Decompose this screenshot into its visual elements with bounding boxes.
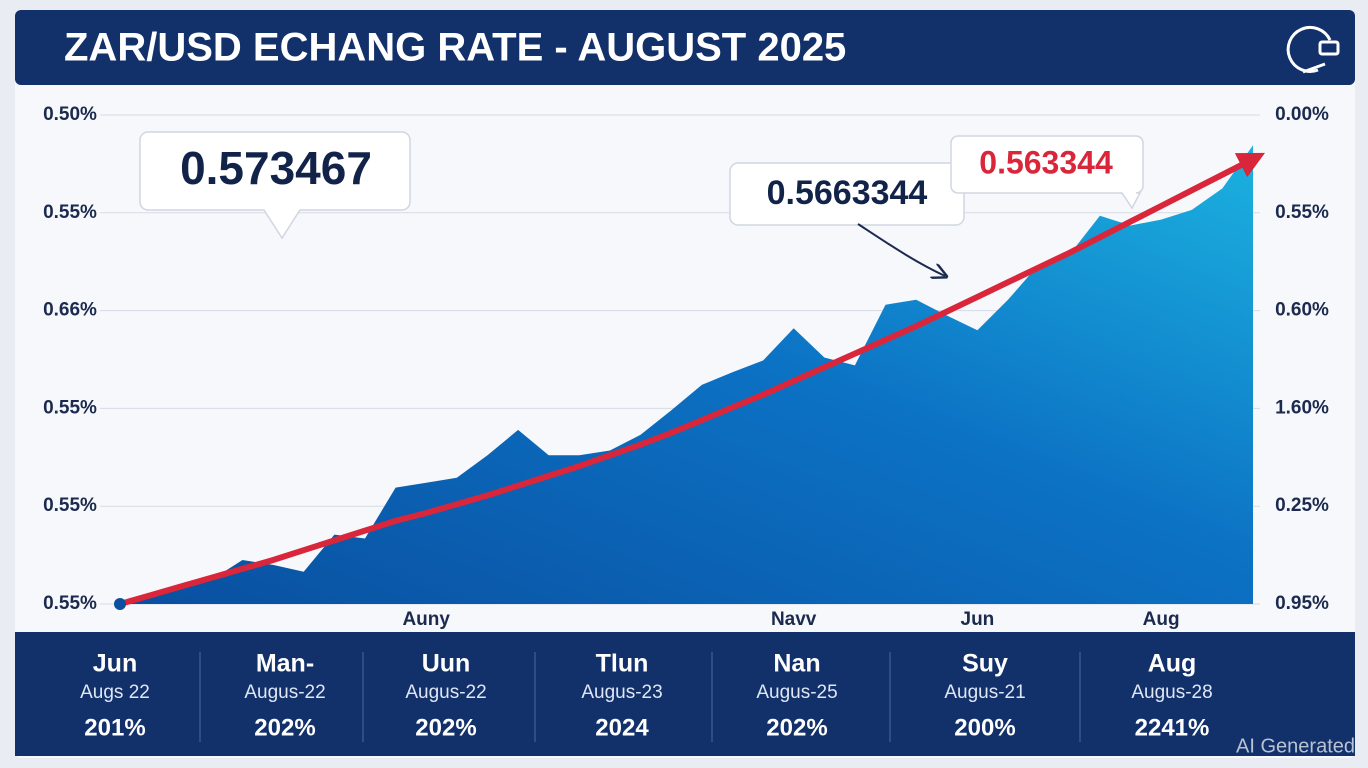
summary-month: Suy [962,650,1008,678]
y2-tick-label: 0.25% [1275,495,1329,516]
x-tick-label: Aug [1143,609,1180,630]
summary-value: 201% [84,714,145,741]
annotation: 0.563344 [979,144,1113,180]
summary-date: Augus-23 [581,682,662,703]
trend-line [117,152,1266,607]
y2-tick-label: 0.00% [1275,104,1329,125]
callout: 0.573467 [139,131,411,240]
summary-value: 202% [766,714,827,741]
watermark: AI Generated [1236,735,1355,757]
y-tick-label: 0.66% [43,300,97,321]
summary-date: Augus-22 [405,682,486,703]
summary-value: 2024 [595,714,649,741]
summary-date: Augus-21 [944,682,1025,703]
header-icon [1286,26,1340,74]
y-tick-label: 0.55% [43,495,97,516]
summary-strip [15,632,1355,756]
summary-date: Augus-22 [244,682,325,703]
x-tick-label: Auny [402,609,450,630]
area-fill [120,145,1253,605]
y2-tick-label: 1.60% [1275,397,1329,418]
y2-tick-label: 0.95% [1275,593,1329,614]
annotation: 0.573467 [180,142,372,194]
summary-value: 202% [254,714,315,741]
summary-date: Augs 22 [80,682,150,703]
summary-month: Uun [422,650,471,678]
x-tick-label: Navv [771,609,817,630]
summary-date: Augus-28 [1131,682,1212,703]
y-tick-label: 0.55% [43,397,97,418]
summary-value: 2241% [1135,714,1210,741]
summary-month: Aug [1148,650,1197,678]
summary-month: Nan [773,650,820,678]
callout: 0.5663344 [729,162,965,276]
y2-tick-label: 0.55% [1275,202,1329,223]
y2-tick-label: 0.60% [1275,300,1329,321]
chart-title: ZAR/USD ECHANG RATE - AUGUST 2025 [64,26,846,70]
summary-value: 202% [415,714,476,741]
summary-month: Tlun [596,650,649,678]
summary-date: Augus-25 [756,682,837,703]
summary-month: Jun [93,650,137,678]
y-tick-label: 0.55% [43,593,97,614]
y-tick-label: 0.55% [43,202,97,223]
header-bar [15,10,1355,85]
x-tick-label: Jun [961,609,995,630]
callout: 0.563344 [950,135,1144,210]
summary-value: 200% [954,714,1015,741]
y-tick-label: 0.50% [43,104,97,125]
summary-month: Man- [256,650,314,678]
start-point [114,598,126,610]
annotation: 0.5663344 [767,174,928,212]
